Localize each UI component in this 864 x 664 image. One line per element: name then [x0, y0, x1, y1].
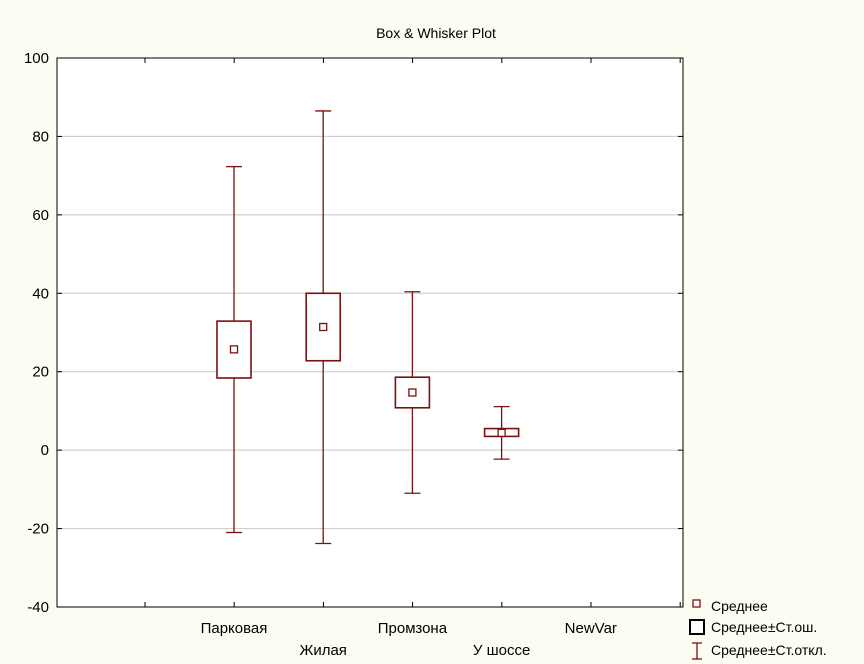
legend-label-sd: Среднее±Ст.откл.	[711, 642, 827, 658]
y-tick-label: 0	[41, 442, 49, 459]
gridlines	[57, 135, 683, 530]
legend-se-box-icon	[689, 619, 705, 635]
y-tick-label: 40	[32, 285, 49, 302]
box-group	[483, 405, 520, 460]
y-axis: -40 -20 0 20 40 60 80 100	[24, 50, 683, 616]
chart-title: Box & Whisker Plot	[376, 25, 496, 41]
plot-area	[56, 57, 684, 608]
y-tick-label: 20	[32, 364, 49, 381]
x-category-label: У шоссе	[473, 642, 530, 659]
y-tick-label: 100	[24, 50, 49, 67]
y-tick-label: -20	[27, 521, 49, 538]
box-group	[216, 165, 252, 534]
x-category-label: Жилая	[299, 642, 346, 659]
mean-marker	[408, 388, 417, 397]
mean-marker	[229, 345, 239, 354]
box-series	[216, 110, 520, 545]
legend-label-se: Среднее±Ст.ош.	[711, 619, 817, 635]
mean-marker	[319, 322, 328, 332]
box-group	[305, 110, 342, 545]
y-tick-label: -40	[27, 599, 49, 616]
y-tick-label: 80	[32, 128, 49, 145]
y-tick-label: 60	[32, 207, 49, 224]
legend-mean-icon	[692, 599, 701, 608]
x-axis: Парковая Жилая Промзона У шоссе NewVar	[144, 58, 681, 659]
x-category-label: Парковая	[201, 620, 268, 637]
legend-label-mean: Среднее	[711, 598, 768, 614]
legend-sd-whisker-icon	[692, 642, 702, 660]
x-category-label: Промзона	[378, 620, 448, 637]
box-group	[394, 291, 431, 494]
mean-marker	[497, 428, 506, 438]
legend: Среднее Среднее±Ст.ош. Среднее±Ст.откл.	[689, 598, 827, 660]
x-category-label: NewVar	[565, 620, 617, 637]
